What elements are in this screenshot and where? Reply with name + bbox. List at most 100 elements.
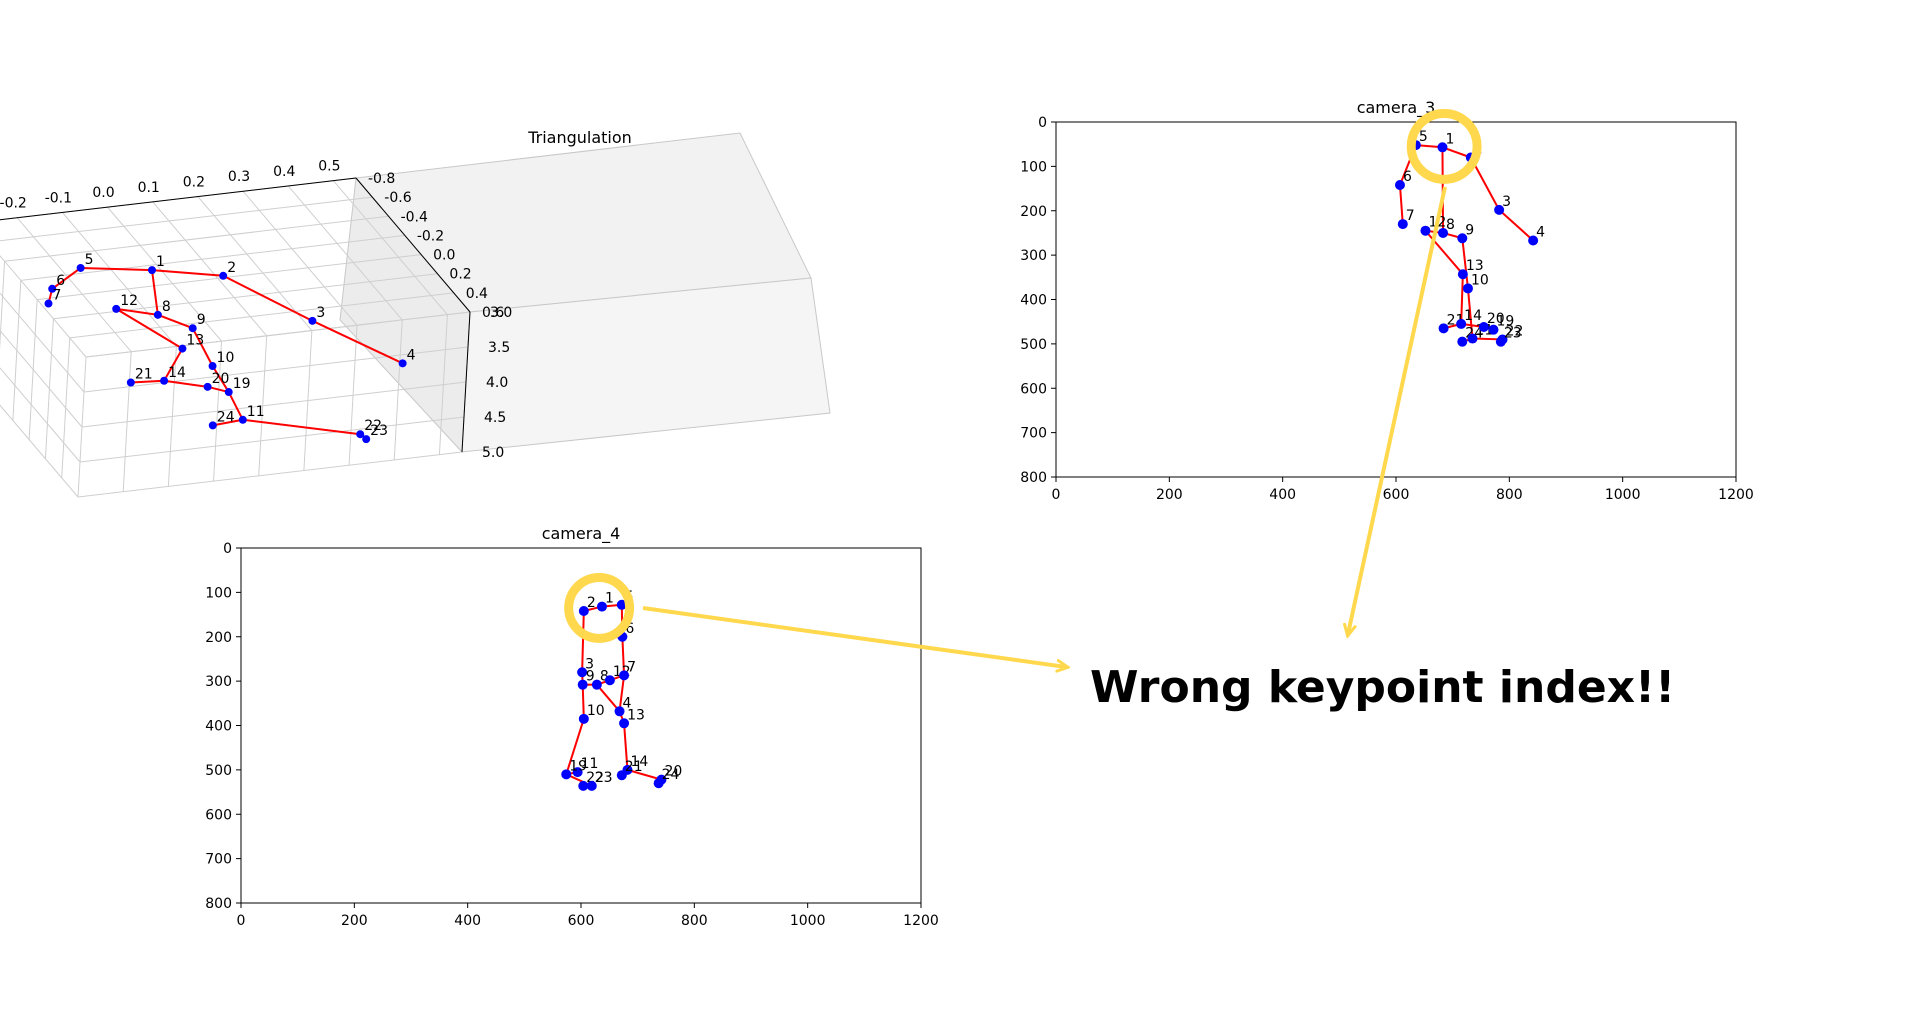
triangulation-skeleton <box>47 266 404 436</box>
keypoint-marker <box>653 778 664 789</box>
keypoint-marker <box>614 706 625 717</box>
x-axis-line <box>0 177 357 221</box>
y-tick-label: 0.2 <box>449 267 471 283</box>
y-tick-label: -0.8 <box>368 171 395 187</box>
keypoint-label: 6 <box>1403 169 1412 185</box>
x-tick-label: 0.1 <box>138 180 160 196</box>
skeleton-bone <box>80 266 153 272</box>
x-tick-label: 400 <box>454 913 481 929</box>
skeleton-bone <box>222 274 313 322</box>
x-tick-label: 1200 <box>1718 487 1754 503</box>
keypoint-label: 13 <box>627 707 645 723</box>
keypoint-label: 7 <box>1406 208 1415 224</box>
skeleton-bone <box>1461 238 1469 289</box>
keypoint-marker <box>148 266 157 275</box>
keypoint-marker <box>1528 235 1539 246</box>
grid-line <box>79 416 465 463</box>
keypoint-label: 8 <box>1446 217 1455 233</box>
skeleton-bone <box>212 418 243 427</box>
keypoint-label: 23 <box>595 770 613 786</box>
y-tick-label: 500 <box>205 763 232 779</box>
keypoint-label: 13 <box>186 333 204 349</box>
y-tick-label: 800 <box>205 896 232 912</box>
grid-line <box>16 217 132 353</box>
y-tick-label: 600 <box>1020 381 1047 397</box>
keypoint-label: 11 <box>247 404 265 420</box>
keypoint-label: 3 <box>585 656 594 672</box>
skeleton-bone <box>311 319 404 365</box>
y-tick-label: 500 <box>1020 337 1047 353</box>
keypoint-marker <box>219 271 228 280</box>
skeleton-bone <box>227 391 244 421</box>
keypoint-label: 3 <box>316 305 325 321</box>
keypoint-marker <box>1495 336 1506 347</box>
x-tick-label: 0 <box>1052 487 1061 503</box>
keypoint-marker <box>586 780 597 791</box>
keypoint-marker <box>160 376 169 385</box>
keypoint-marker <box>616 770 627 781</box>
keypoint-marker <box>578 606 589 617</box>
keypoint-marker <box>238 415 247 424</box>
x-tick-label: 600 <box>568 913 595 929</box>
x-tick-label: 0 <box>237 913 246 929</box>
keypoint-label: 22 <box>364 418 382 434</box>
keypoint-marker <box>619 718 630 729</box>
keypoint-marker <box>1394 180 1405 191</box>
y-tick-label: 400 <box>205 719 232 735</box>
keypoint-marker <box>224 388 233 397</box>
skeleton-bone <box>151 269 224 277</box>
y-tick-label: 100 <box>205 585 232 601</box>
keypoint-marker <box>596 601 607 612</box>
grid-line <box>0 292 85 393</box>
keypoint-marker <box>578 713 589 724</box>
keypoint-label: 7 <box>52 288 61 304</box>
keypoint-marker <box>112 304 121 313</box>
keypoint-marker <box>208 421 217 430</box>
keypoint-marker <box>1438 227 1449 238</box>
keypoint-marker <box>1478 322 1489 333</box>
z-tick-label: 4.0 <box>486 375 508 391</box>
grid-line <box>0 367 81 463</box>
grid-line <box>107 206 222 342</box>
grid-line <box>242 190 358 326</box>
keypoint-marker <box>616 599 627 610</box>
camera-3-ticks: 0 200 400 600 800 1000 1200 0 100 200 300 400 500 600… <box>1020 115 1754 503</box>
keypoint-marker <box>126 378 135 387</box>
camera-4-keypoints: 2156398127410131119222314212024 <box>561 589 682 791</box>
keypoint-label: 20 <box>664 764 682 780</box>
keypoint-marker <box>362 435 371 444</box>
keypoint-label: 1 <box>1445 131 1454 147</box>
y-tick-label: 300 <box>1020 248 1047 264</box>
camera-3-highlight-circle <box>1406 108 1482 184</box>
grid-line <box>77 451 463 498</box>
keypoint-label: 14 <box>630 754 648 770</box>
keypoint-label: 5 <box>85 252 94 268</box>
keypoint-marker <box>48 284 57 293</box>
keypoint-label: 6 <box>625 621 634 637</box>
keypoint-label: 10 <box>217 350 235 366</box>
keypoint-marker <box>178 344 187 353</box>
grid-line <box>0 255 87 358</box>
x-tick-label: 0.3 <box>228 169 250 185</box>
y-tick-label: 200 <box>205 630 232 646</box>
x-tick-label: 1200 <box>903 913 939 929</box>
keypoint-marker <box>308 316 317 325</box>
y-axis-line <box>355 177 471 313</box>
grid-line <box>152 201 268 337</box>
y-tick-label: 0 <box>1038 115 1047 131</box>
keypoint-marker <box>1420 225 1431 236</box>
keypoint-marker <box>1494 204 1505 215</box>
keypoint-label: 20 <box>212 371 230 387</box>
keypoint-marker <box>208 362 217 371</box>
skeleton-bone <box>242 418 361 436</box>
y-tick-label: 0.6 <box>482 305 504 321</box>
x-tick-label: 200 <box>1156 487 1183 503</box>
grid-line <box>81 381 467 428</box>
keypoint-marker <box>578 780 589 791</box>
grid-line <box>85 311 471 358</box>
keypoint-marker <box>1462 283 1473 294</box>
skeleton-bone <box>621 636 626 676</box>
keypoint-label: 24 <box>662 767 680 783</box>
skeleton-bone <box>1460 274 1464 324</box>
keypoint-label: 19 <box>233 376 251 392</box>
